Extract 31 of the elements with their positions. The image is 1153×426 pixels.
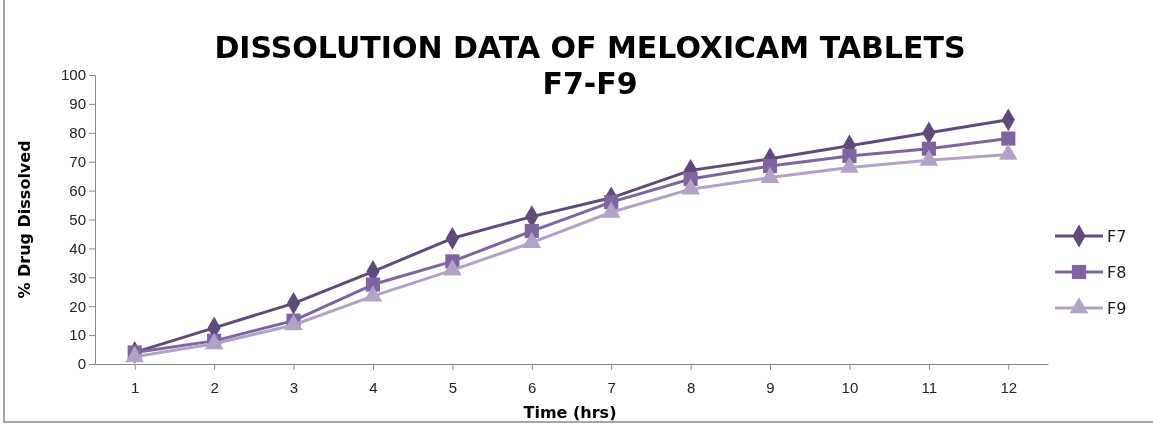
x-tick-label: 2 (210, 378, 219, 396)
legend-label: F9 (1107, 299, 1127, 318)
y-tick-label: 90 (69, 95, 86, 113)
y-tick-label: 50 (69, 210, 86, 228)
x-tick-label: 12 (1000, 378, 1018, 396)
y-tick-label: 0 (77, 355, 86, 373)
x-tick-label: 5 (448, 378, 458, 396)
x-tick-label: 9 (766, 378, 775, 396)
y-tick-label: 40 (69, 239, 86, 257)
y-tick-label: 10 (69, 326, 86, 344)
chart-title: DISSOLUTION DATA OF MELOXICAM TABLETS F7-F9 (214, 30, 966, 101)
y-tick-label: 80 (69, 124, 86, 142)
x-tick-label: 11 (921, 378, 938, 396)
legend-label: F7 (1107, 227, 1127, 246)
y-tick-label: 70 (69, 153, 86, 170)
x-tick-label: 4 (369, 378, 378, 396)
legend-label: F8 (1107, 263, 1127, 282)
y-axis-title: % Drug Dissolved (15, 140, 34, 299)
x-tick-label: 10 (841, 378, 859, 396)
point (363, 285, 383, 302)
y-tick-label: 60 (69, 181, 86, 199)
x-tick-label: 8 (686, 378, 696, 396)
y-tick-label: 30 (69, 268, 86, 286)
x-tick-label: 6 (528, 378, 537, 396)
y-tick-label: 100 (60, 66, 86, 84)
y-tick-label: 20 (69, 297, 86, 315)
point (1001, 131, 1016, 146)
x-axis-title: Time (hrs) (523, 403, 617, 422)
x-tick-label: 3 (289, 378, 299, 396)
x-tick-label: 1 (131, 378, 140, 396)
x-tick-label: 7 (607, 378, 616, 396)
